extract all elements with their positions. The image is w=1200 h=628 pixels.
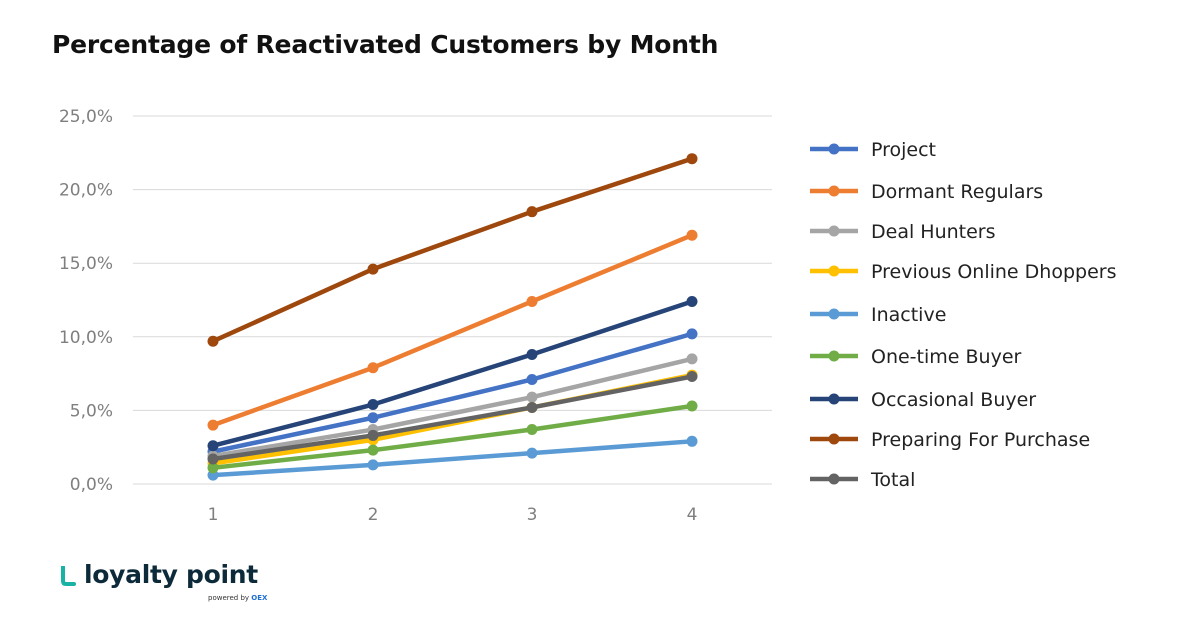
y-axis-ticks: 0,0% 5,0% 10,0% 15,0% 20,0% 25,0% (59, 107, 113, 495)
legend-label: Occasional Buyer (871, 389, 1036, 411)
data-point (526, 424, 538, 436)
legend-item: Dormant Regulars (810, 181, 1043, 203)
data-point (686, 153, 698, 165)
legend-swatch-marker (828, 473, 840, 485)
data-point (367, 362, 379, 374)
legend-item: Total (810, 469, 915, 491)
y-tick-label: 5,0% (70, 401, 113, 421)
data-point (207, 462, 219, 474)
data-point (526, 206, 538, 218)
legend-label: Preparing For Purchase (871, 429, 1090, 451)
data-point (526, 447, 538, 459)
legend-swatch-marker (828, 143, 840, 155)
legend-item: Occasional Buyer (810, 389, 1036, 411)
data-point (526, 401, 538, 413)
data-point (207, 419, 219, 431)
x-tick-label: 3 (527, 505, 538, 525)
data-point (526, 295, 538, 307)
series-line (207, 400, 698, 474)
y-tick-label: 15,0% (59, 254, 113, 274)
data-point (686, 229, 698, 241)
series-line (207, 295, 698, 452)
data-point (367, 444, 379, 456)
y-tick-label: 25,0% (59, 107, 113, 127)
legend-item: Deal Hunters (810, 221, 996, 243)
brand-name: loyalty point (84, 560, 258, 589)
series-line (207, 153, 698, 347)
series-path (210, 331, 695, 454)
data-point (367, 399, 379, 411)
series-path (210, 374, 695, 462)
data-point (367, 459, 379, 471)
legend-swatch-marker (828, 185, 840, 197)
chart-title: Percentage of Reactivated Customers by M… (52, 30, 719, 59)
partner-name: OEX (251, 594, 268, 602)
series-group (207, 153, 698, 481)
data-point (686, 371, 698, 383)
legend: Project Dormant Regulars Deal Hunters Previ… (810, 139, 1116, 491)
loyalty-point-logo-icon (61, 566, 76, 586)
legend-item: Project (810, 139, 936, 161)
data-point (686, 353, 698, 365)
data-point (207, 453, 219, 465)
brand-logo: loyalty point powered by OEX (60, 560, 270, 610)
legend-swatch-marker (828, 265, 840, 277)
y-tick-label: 0,0% (70, 475, 113, 495)
data-point (526, 373, 538, 385)
data-point (207, 335, 219, 347)
data-point (526, 348, 538, 360)
data-point (526, 391, 538, 403)
series-path (210, 299, 695, 448)
data-point (686, 435, 698, 447)
data-point (367, 429, 379, 441)
series-path (210, 156, 695, 344)
legend-swatch-marker (828, 393, 840, 405)
legend-item: Inactive (810, 304, 946, 326)
x-tick-label: 2 (368, 505, 379, 525)
powered-by-label: powered by (208, 594, 250, 602)
legend-label: Dormant Regulars (871, 181, 1043, 203)
data-point (367, 263, 379, 275)
legend-item: Previous Online Dhoppers (810, 261, 1116, 283)
x-axis-ticks: 1 2 3 4 (208, 505, 698, 525)
series-path (210, 403, 695, 471)
x-tick-label: 4 (687, 505, 698, 525)
legend-swatch-marker (828, 225, 840, 237)
legend-item: Preparing For Purchase (810, 429, 1090, 451)
x-tick-label: 1 (208, 505, 219, 525)
legend-label: Previous Online Dhoppers (871, 261, 1116, 283)
series-line (207, 229, 698, 431)
data-point (367, 412, 379, 424)
series-path (210, 439, 695, 478)
grid-lines (133, 115, 772, 485)
legend-label: Total (870, 469, 915, 491)
data-point (686, 295, 698, 307)
legend-label: One-time Buyer (871, 346, 1022, 368)
legend-label: Deal Hunters (871, 221, 996, 243)
data-point (686, 328, 698, 340)
series-path (210, 232, 695, 428)
legend-item: One-time Buyer (810, 346, 1022, 368)
legend-swatch-marker (828, 308, 840, 320)
series-line (207, 371, 698, 465)
y-tick-label: 10,0% (59, 328, 113, 348)
data-point (686, 400, 698, 412)
y-tick-label: 20,0% (59, 181, 113, 201)
series-path (210, 356, 695, 459)
legend-label: Project (871, 139, 936, 161)
powered-by-text: powered by OEX (208, 594, 267, 602)
legend-swatch-marker (828, 350, 840, 362)
data-point (207, 440, 219, 452)
legend-swatch-marker (828, 433, 840, 445)
legend-label: Inactive (871, 304, 946, 326)
